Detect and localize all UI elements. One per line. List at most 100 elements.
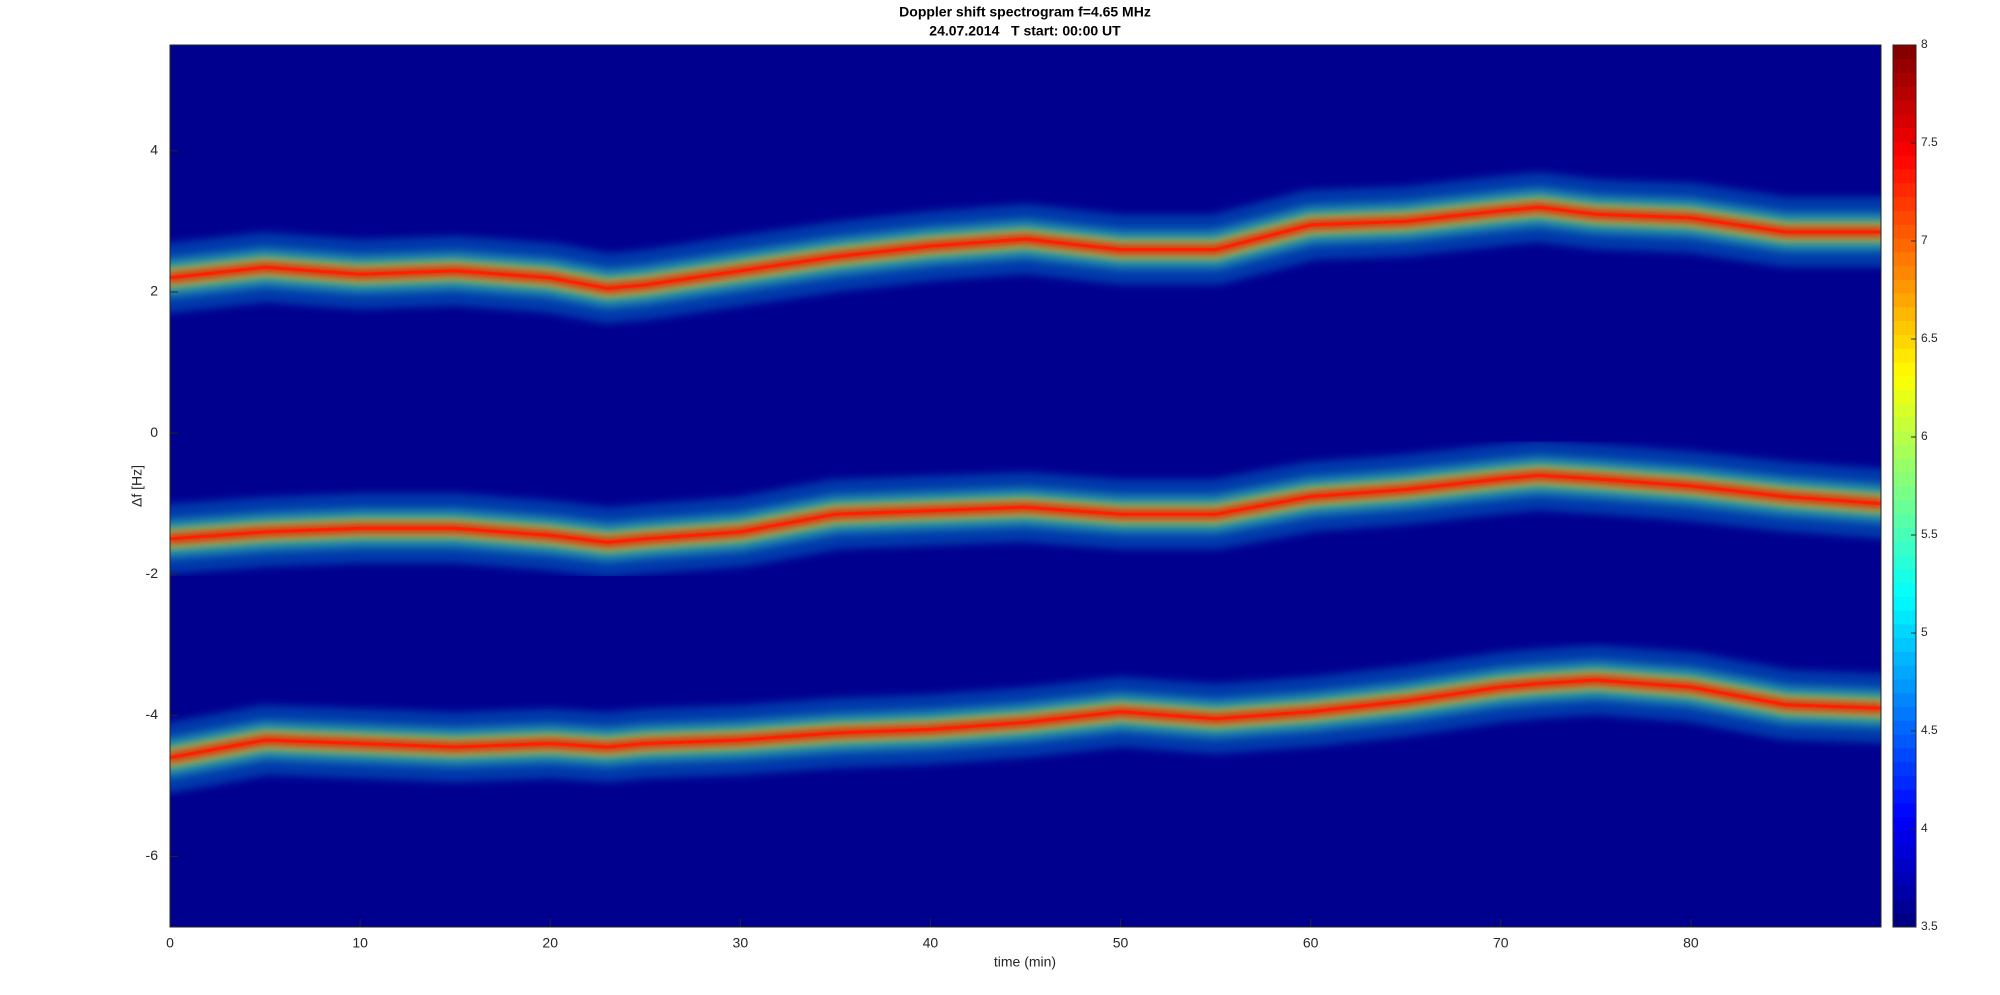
colorbar-cell [1893,637,1916,652]
colorbar-tick-label: 6.5 [1921,331,1938,345]
colorbar-cell [1893,141,1916,156]
colorbar-cell [1893,417,1916,432]
colorbar-cell [1893,665,1916,680]
colorbar-cell [1893,375,1916,391]
colorbar-cell [1893,72,1916,87]
colorbar-cell [1893,802,1916,818]
colorbar-cell [1893,237,1916,253]
colorbar-cell [1893,871,1916,887]
colorbar-cell [1893,568,1916,583]
x-tick-label: 60 [1303,935,1319,951]
colorbar-cell [1893,334,1916,349]
colorbar-cell [1893,761,1916,776]
colorbar-cell [1893,816,1916,832]
colorbar-cell [1893,678,1916,694]
colorbar-tick-label: 7 [1921,233,1928,247]
colorbar-cell [1893,58,1916,74]
colorbar-cell [1893,789,1916,804]
x-tick-label: 80 [1683,935,1699,951]
x-axis-label: time (min) [994,954,1056,970]
colorbar-cell [1893,692,1916,707]
colorbar-tick-label: 5 [1921,625,1928,639]
colorbar-cell [1893,224,1916,239]
colorbar-cell [1893,623,1916,639]
y-tick-label: -4 [146,706,159,722]
colorbar-cell [1893,885,1916,900]
colorbar-cell [1893,265,1916,280]
plot-area [170,45,1881,927]
colorbar-cell [1893,100,1916,115]
colorbar-tick-label: 8 [1921,37,1928,51]
colorbar-cell [1893,582,1916,597]
colorbar-cell [1893,430,1916,446]
colorbar-cell [1893,472,1916,487]
colorbar-cell [1893,348,1916,363]
ridge-line [170,678,1881,760]
colorbar-cell [1893,320,1916,335]
colorbar-cell [1893,45,1916,60]
colorbar-cell [1893,596,1916,611]
y-axis-label: Δf [Hz] [129,465,145,507]
colorbar-cell [1893,775,1916,790]
colorbar-cell [1893,293,1916,308]
colorbar-cell [1893,182,1916,198]
colorbar-cell [1893,127,1916,142]
colorbar-cell [1893,486,1916,501]
colorbar-cell [1893,844,1916,859]
colorbar-cell [1893,210,1916,225]
colorbar-cell [1893,499,1916,515]
x-tick-label: 50 [1113,935,1129,951]
colorbar-cell [1893,113,1916,129]
chart-subtitle: 24.07.2014 T start: 00:00 UT [929,23,1121,39]
colorbar-tick-label: 4.5 [1921,723,1938,737]
colorbar-cell [1893,554,1916,570]
axes-frame [169,44,1882,928]
colorbar-tick-label: 4 [1921,821,1928,835]
colorbar-cell [1893,403,1916,418]
ridge-line [170,205,1881,290]
colorbar-frame [1892,44,1917,928]
colorbar-cell [1893,513,1916,528]
colorbar-cell [1893,913,1916,928]
colorbar-cell [1893,541,1916,556]
x-tick-label: 0 [166,935,174,951]
colorbar-cell [1893,527,1916,542]
y-tick-label: 4 [150,142,158,158]
chart-title: Doppler shift spectrogram f=4.65 MHz [899,4,1151,20]
x-tick-label: 30 [733,935,749,951]
colorbar-cell [1893,899,1916,914]
x-tick-label: 70 [1493,935,1509,951]
colorbar-cell [1893,279,1916,294]
colorbar-cell [1893,444,1916,459]
colorbar-cell [1893,830,1916,845]
colorbar-cell [1893,389,1916,404]
y-tick-label: -2 [146,565,159,581]
colorbar-cell [1893,86,1916,101]
colorbar-cell [1893,747,1916,763]
colorbar-tick-label: 6 [1921,429,1928,443]
colorbar-cell [1893,306,1916,322]
ridge-line [170,473,1881,544]
colorbar-cell [1893,720,1916,735]
y-tick-label: -6 [146,847,159,863]
colorbar-cell [1893,610,1916,625]
colorbar-cell [1893,706,1916,721]
colorbar-cell [1893,251,1916,266]
x-tick-label: 10 [352,935,368,951]
colorbar-cell [1893,858,1916,873]
y-tick-label: 2 [150,283,158,299]
colorbar-cell [1893,155,1916,170]
colorbar-cell [1893,196,1916,211]
colorbar-tick-label: 3.5 [1921,919,1938,933]
colorbar-cell [1893,734,1916,749]
colorbar-cell [1893,169,1916,184]
colorbar-tick-label: 5.5 [1921,527,1938,541]
colorbar-tick-label: 7.5 [1921,135,1938,149]
colorbar-cell [1893,361,1916,377]
y-tick-label: 0 [150,424,158,440]
colorbar-cell [1893,458,1916,473]
x-tick-label: 20 [542,935,558,951]
colorbar-cell [1893,651,1916,666]
x-tick-label: 40 [923,935,939,951]
